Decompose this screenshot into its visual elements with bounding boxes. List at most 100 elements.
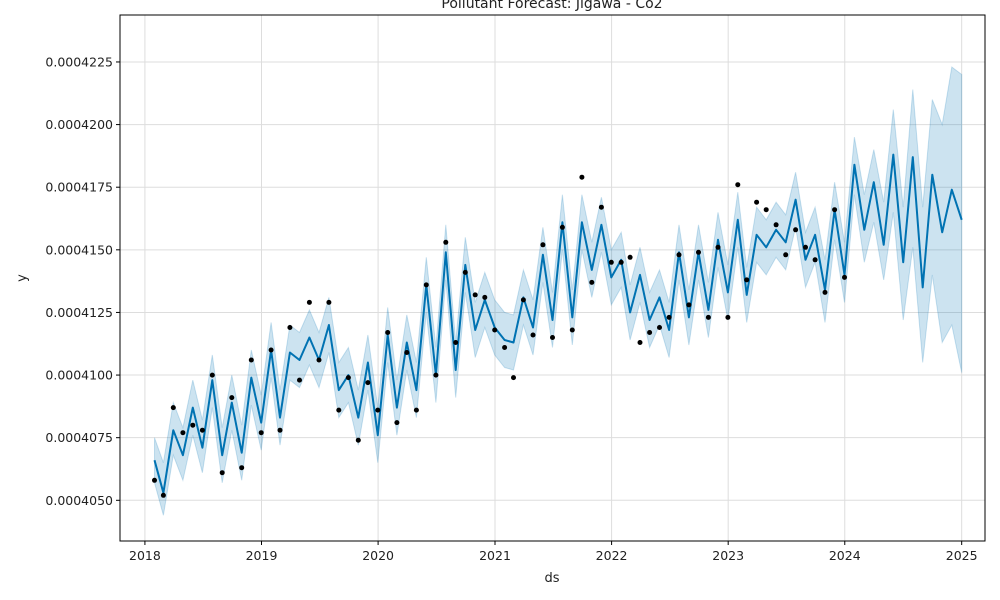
observed-point: [258, 430, 264, 436]
observed-point: [598, 204, 604, 210]
observed-point: [686, 302, 692, 308]
observed-point: [793, 227, 799, 233]
observed-point: [404, 350, 410, 355]
observed-point: [579, 174, 585, 180]
observed-point: [666, 314, 672, 320]
observed-point: [482, 294, 488, 300]
observed-point: [326, 299, 332, 305]
observed-point: [647, 330, 653, 335]
observed-point: [725, 314, 731, 320]
observed-point: [160, 492, 166, 498]
observed-point: [219, 470, 225, 476]
y-axis-ticks: 0.0004050 0.0004075 0.0004100 0.0004125 0.00…: [45, 54, 120, 508]
y-tick-label: 0.0004200: [45, 117, 113, 132]
x-tick-label: 2018: [129, 548, 161, 563]
observed-point: [443, 239, 449, 245]
x-tick-label: 2025: [946, 548, 978, 563]
observed-point: [190, 422, 196, 428]
observed-point: [715, 244, 721, 250]
observed-point: [229, 395, 235, 401]
plot-area-frame: [119, 14, 986, 542]
observed-point: [569, 327, 575, 333]
y-tick-label: 0.0004125: [45, 305, 113, 320]
y-axis-label: y: [15, 274, 30, 282]
observed-point: [705, 314, 711, 320]
observed-point: [462, 269, 468, 275]
observed-point: [550, 335, 555, 340]
x-axis-label: ds: [544, 571, 559, 586]
observed-point: [355, 437, 361, 443]
observed-point: [277, 427, 283, 433]
forecast-line-layer: [153, 153, 963, 494]
x-tick-label: 2024: [829, 548, 861, 563]
observed-point: [209, 372, 215, 378]
observed-point: [199, 427, 205, 433]
observed-point: [520, 297, 526, 303]
observed-point: [627, 254, 633, 260]
observed-point: [676, 252, 682, 258]
observed-point: [735, 182, 741, 188]
observed-point: [472, 292, 478, 298]
observed-point: [316, 357, 322, 363]
y-tick-label: 0.0004225: [45, 54, 113, 69]
observed-point: [375, 407, 381, 413]
observed-point: [763, 207, 769, 213]
observed-point: [306, 299, 312, 305]
observed-point: [540, 242, 546, 248]
y-tick-label: 0.0004075: [45, 430, 113, 445]
observed-point: [453, 340, 459, 345]
observed-point: [783, 252, 789, 258]
observed-point: [832, 207, 838, 213]
uncertainty-band-layer: [154, 66, 963, 516]
observed-point: [180, 430, 186, 436]
observed-point: [822, 289, 828, 295]
x-tick-label: 2021: [479, 548, 511, 563]
observed-point: [842, 274, 847, 280]
y-tick-label: 0.0004175: [45, 180, 113, 195]
observed-point: [287, 325, 293, 330]
observed-point: [812, 257, 818, 263]
observed-point: [502, 345, 508, 350]
forecast-line: [153, 153, 963, 494]
x-axis-ticks: 2018 2019 2020 2021 2022 2023 2024 2025: [129, 541, 978, 563]
observed-point: [803, 244, 808, 250]
observed-point: [433, 372, 439, 378]
observed-point: [559, 224, 565, 230]
observed-point: [239, 465, 245, 471]
chart-title: Pollutant Forecast: Jigawa - Co2: [441, 0, 662, 12]
observed-point: [345, 375, 351, 381]
observed-point: [413, 407, 419, 413]
observed-point: [152, 477, 157, 483]
x-tick-label: 2020: [362, 548, 394, 563]
observed-point: [297, 377, 302, 383]
observed-point: [657, 325, 662, 330]
observed-point: [773, 222, 779, 228]
observed-point: [589, 279, 595, 285]
observed-points-layer: [152, 174, 847, 498]
observed-point: [696, 249, 701, 255]
observed-point: [744, 277, 750, 283]
y-tick-label: 0.0004050: [45, 493, 113, 508]
x-tick-label: 2023: [712, 548, 744, 563]
observed-point: [530, 332, 536, 338]
observed-point: [268, 347, 274, 353]
observed-point: [637, 340, 643, 345]
uncertainty-band: [154, 66, 963, 516]
observed-point: [608, 259, 614, 265]
x-tick-label: 2019: [246, 548, 278, 563]
observed-point: [336, 407, 342, 413]
y-tick-label: 0.0004100: [45, 368, 113, 383]
observed-point: [394, 420, 400, 426]
observed-point: [170, 405, 176, 411]
observed-point: [248, 357, 254, 363]
observed-point: [365, 380, 371, 386]
observed-point: [492, 327, 498, 333]
observed-point: [618, 259, 624, 265]
observed-point: [385, 330, 391, 335]
observed-point: [754, 199, 760, 205]
x-tick-label: 2022: [596, 548, 628, 563]
observed-point: [511, 375, 516, 381]
y-tick-label: 0.0004150: [45, 242, 113, 257]
